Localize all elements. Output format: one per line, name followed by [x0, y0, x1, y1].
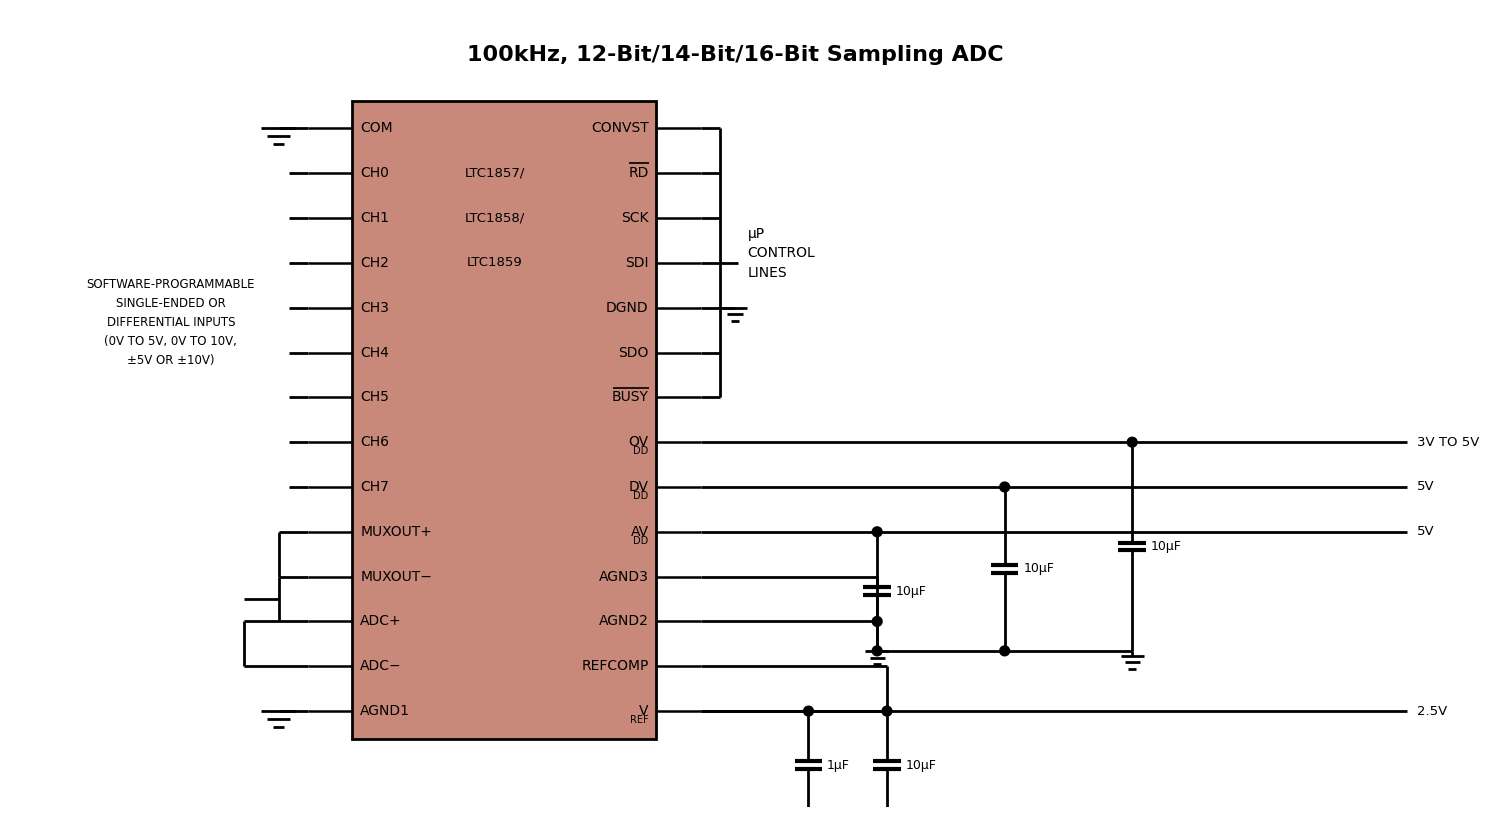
Text: CH6: CH6: [361, 435, 389, 449]
Circle shape: [1000, 482, 1010, 492]
Text: 5V: 5V: [1417, 526, 1435, 539]
Text: CH5: CH5: [361, 390, 389, 404]
Text: ADC−: ADC−: [361, 659, 402, 673]
Circle shape: [882, 706, 893, 716]
Circle shape: [1128, 438, 1137, 447]
Circle shape: [1000, 646, 1010, 656]
Text: 10μF: 10μF: [1024, 562, 1055, 575]
Text: SCK: SCK: [621, 211, 648, 225]
Text: 10μF: 10μF: [906, 759, 937, 772]
Text: REFCOMP: REFCOMP: [581, 659, 648, 673]
Text: V: V: [639, 704, 648, 718]
Text: CH1: CH1: [361, 211, 389, 225]
Circle shape: [803, 706, 814, 716]
Text: DD: DD: [633, 491, 648, 501]
Text: LTC1857/: LTC1857/: [465, 167, 524, 180]
Text: AGND2: AGND2: [599, 615, 648, 628]
Text: MUXOUT+: MUXOUT+: [361, 525, 432, 539]
Text: SOFTWARE-PROGRAMMABLE
SINGLE-ENDED OR
DIFFERENTIAL INPUTS
(0V TO 5V, 0V TO 10V,
: SOFTWARE-PROGRAMMABLE SINGLE-ENDED OR DI…: [86, 278, 255, 367]
Circle shape: [872, 646, 882, 656]
Text: CH0: CH0: [361, 166, 389, 180]
Circle shape: [872, 527, 882, 537]
Text: BUSY: BUSY: [612, 390, 648, 404]
Circle shape: [872, 616, 882, 627]
Text: AGND3: AGND3: [599, 570, 648, 584]
Text: 3V TO 5V: 3V TO 5V: [1417, 436, 1480, 449]
Text: LTC1859: LTC1859: [466, 257, 523, 270]
Text: ADC+: ADC+: [361, 615, 402, 628]
Text: REF: REF: [630, 715, 648, 725]
Text: AGND1: AGND1: [361, 704, 410, 718]
Text: 10μF: 10μF: [1150, 540, 1182, 553]
Text: RD: RD: [629, 166, 648, 180]
Text: CH4: CH4: [361, 346, 389, 359]
Bar: [352, 101, 657, 738]
Text: 10μF: 10μF: [895, 585, 927, 598]
Text: 1μF: 1μF: [827, 759, 849, 772]
Text: DV: DV: [629, 480, 648, 494]
Text: DD: DD: [633, 446, 648, 456]
Text: AV: AV: [630, 525, 648, 539]
Text: CH2: CH2: [361, 256, 389, 270]
Text: 2.5V: 2.5V: [1417, 705, 1447, 717]
Text: LTC1858/: LTC1858/: [465, 212, 524, 225]
Text: MUXOUT−: MUXOUT−: [361, 570, 432, 584]
Text: CONVST: CONVST: [592, 121, 648, 135]
Text: 5V: 5V: [1417, 481, 1435, 494]
Circle shape: [882, 814, 893, 815]
Text: SDI: SDI: [626, 256, 648, 270]
Text: CH7: CH7: [361, 480, 389, 494]
Text: DGND: DGND: [606, 301, 648, 315]
Text: SDO: SDO: [618, 346, 648, 359]
Text: μP
CONTROL
LINES: μP CONTROL LINES: [748, 227, 815, 280]
Text: OV: OV: [629, 435, 648, 449]
Text: CH3: CH3: [361, 301, 389, 315]
Text: 100kHz, 12-Bit/14-Bit/16-Bit Sampling ADC: 100kHz, 12-Bit/14-Bit/16-Bit Sampling AD…: [466, 45, 1003, 65]
Text: DD: DD: [633, 535, 648, 546]
Text: COM: COM: [361, 121, 393, 135]
